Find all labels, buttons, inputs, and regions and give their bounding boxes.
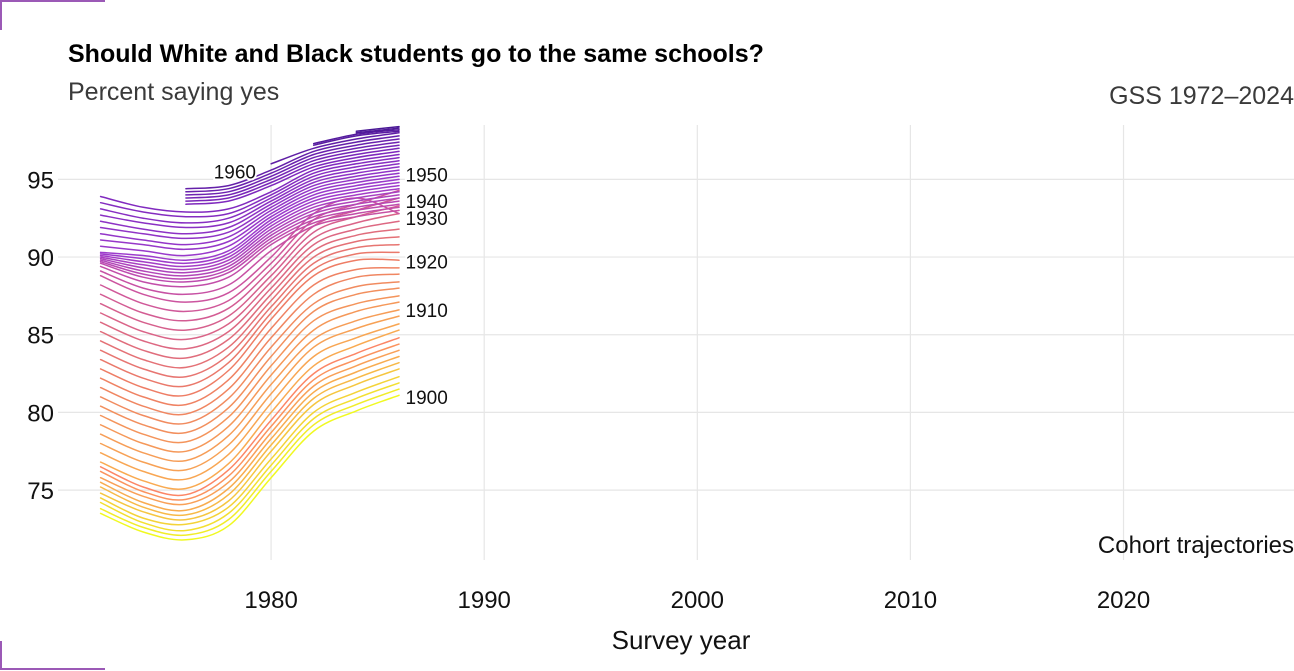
cohort-line-1949 [99, 153, 400, 213]
cohort-line-1902 [99, 382, 400, 532]
cohort-line-1955 [185, 135, 400, 190]
cohort-line-1957 [312, 130, 400, 146]
cohort-line-1917 [99, 281, 400, 425]
cohort-line-1910 [99, 329, 400, 490]
cohort-line-1926 [99, 212, 400, 341]
cohort-label-1920: 1920 [406, 253, 448, 274]
frame-corner-bottom-left [0, 641, 105, 670]
y-tick-label: 95 [27, 167, 54, 194]
cohort-line-1956 [270, 132, 400, 165]
cohort-line-1909 [99, 337, 400, 497]
cohort-line-1916 [99, 287, 400, 435]
cohort-line-1942 [99, 175, 400, 251]
cohort-line-1920 [99, 258, 400, 397]
cohort-line-1903 [99, 375, 400, 526]
cohort-line-1937 [99, 191, 400, 271]
cohort-line-1918 [99, 273, 400, 416]
cohort-line-1934 [99, 200, 400, 280]
cohort-line-1911 [99, 323, 400, 481]
cohort-label-1910: 1910 [406, 301, 448, 322]
cohort-line-1901 [99, 388, 400, 537]
series-group [99, 125, 400, 541]
y-tick-label: 90 [27, 245, 54, 272]
cohort-line-1900 [99, 394, 400, 541]
cohort-line-1922 [99, 243, 400, 378]
cohort-line-1925 [99, 220, 400, 350]
cohort-line-1938 [99, 187, 400, 268]
cohort-line-1905 [99, 361, 400, 517]
cohort-line-1908 [99, 343, 400, 501]
cohort-line-1939 [99, 184, 400, 265]
cohort-line-1923 [99, 236, 400, 369]
cohort-line-1913 [99, 309, 400, 462]
cohort-line-1945 [99, 166, 400, 235]
cohort-label-1940: 1940 [406, 192, 448, 213]
cohort-line-1948 [99, 156, 400, 218]
chart-subtitle: Percent saying yes [68, 78, 279, 106]
cohort-line-1950 [185, 150, 400, 205]
cohort-line-1906 [99, 355, 400, 512]
cohort-line-1952 [185, 144, 400, 199]
cohort-label-1960: 1960 [214, 163, 256, 184]
y-tick-label: 85 [27, 323, 54, 350]
cohort-line-1958 [312, 128, 400, 145]
cohort-line-1946 [99, 163, 400, 229]
cohort-line-1953 [185, 141, 400, 196]
cohort-line-1951 [185, 147, 400, 202]
cohort-line-1947 [99, 159, 400, 224]
cohort-label-1950: 1950 [406, 166, 448, 187]
cohort-line-1924 [99, 228, 400, 360]
x-tick-label: 1990 [458, 587, 511, 614]
cohort-line-1914 [99, 301, 400, 453]
cohort-line-1932 [99, 206, 400, 288]
x-tick-label: 1980 [244, 587, 297, 614]
cohort-line-1904 [99, 368, 400, 521]
y-tick-label: 75 [27, 478, 54, 505]
cohort-line-1960 [355, 125, 400, 132]
x-tick-label: 2020 [1097, 587, 1150, 614]
source-label: GSS 1972–2024 [1109, 82, 1294, 110]
cohort-line-1943 [99, 172, 400, 246]
x-axis: 1980 1990 2000 2010 2020 [244, 587, 1150, 614]
x-tick-label: 2000 [671, 587, 724, 614]
x-axis-title: Survey year [612, 625, 751, 655]
cohort-line-1912 [99, 315, 400, 472]
cohort-line-1940 [99, 181, 400, 262]
cohort-line-1954 [185, 138, 400, 193]
cohort-line-1931 [99, 209, 400, 296]
cohort-line-1935 [99, 197, 400, 277]
cohort-label-1930: 1930 [406, 209, 448, 230]
y-tick-label: 80 [27, 400, 54, 427]
cohort-label-1900: 1900 [406, 388, 448, 409]
cohort-line-1919 [99, 266, 400, 407]
cohort-line-1915 [99, 295, 400, 444]
cohort-line-1941 [99, 178, 400, 257]
chart-title: Should White and Black students go to th… [68, 40, 764, 68]
cohort-trajectories-label: Cohort trajectories [1098, 532, 1294, 559]
cohort-line-1959 [355, 127, 400, 134]
cohort-line-1933 [99, 203, 400, 283]
cohort-line-1936 [99, 194, 400, 274]
x-tick-label: 2010 [884, 587, 937, 614]
cohort-line-1944 [99, 169, 400, 240]
y-axis: 75 80 85 90 95 [27, 167, 54, 505]
cohort-line-1907 [99, 349, 400, 506]
cohort-line-1921 [99, 251, 400, 388]
frame-corner-top-left [0, 0, 105, 30]
